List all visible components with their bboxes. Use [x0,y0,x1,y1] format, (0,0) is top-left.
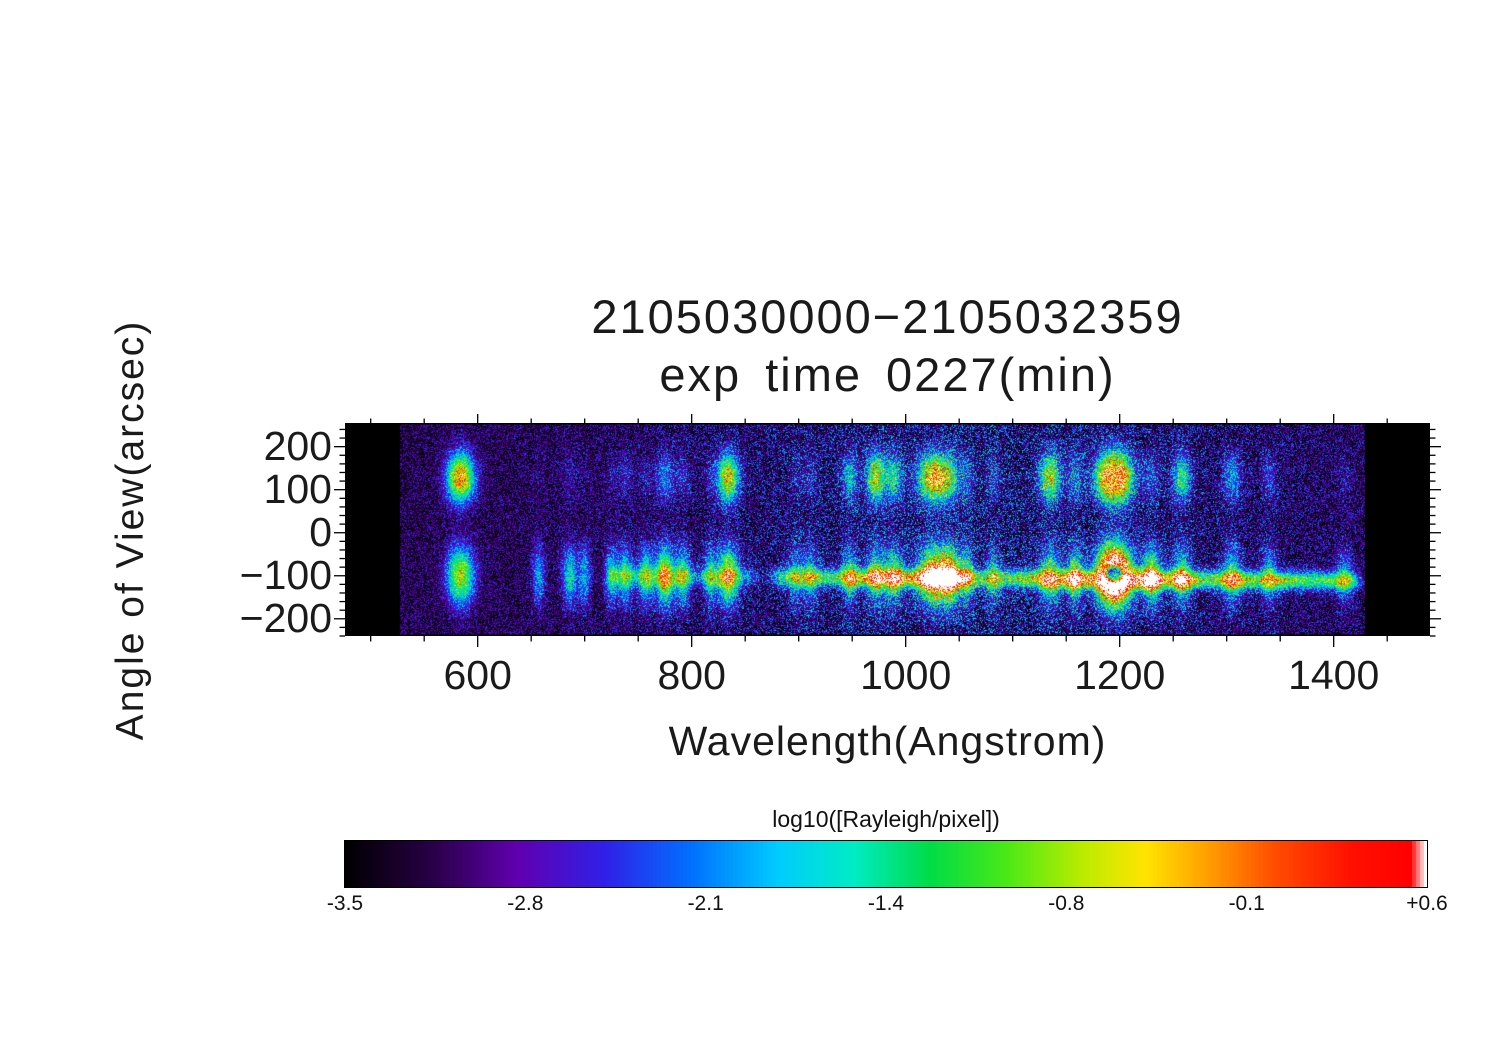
colorbar-frame [344,840,1428,888]
x-tick-label: 1200 [1074,652,1165,699]
airglow-spectrogram-page: 2105030000−2105032359 exp time 0227(min)… [0,0,1497,1058]
colorbar-tick-label: +0.6 [1406,892,1447,916]
x-axis-title: Wavelength(Angstrom) [345,718,1430,765]
y-tick-label: −200 [142,595,332,642]
colorbar-tick-label: -2.1 [688,892,724,916]
colorbar-tick-label: -3.5 [327,892,363,916]
colorbar-tick-label: -2.8 [507,892,543,916]
colorbar-canvas [345,841,1427,887]
x-tick-label: 800 [657,652,725,699]
y-axis-ticks [334,429,1441,636]
x-tick-label: 600 [443,652,511,699]
x-axis-ticks [371,414,1388,647]
colorbar-title: log10([Rayleigh/pixel]) [345,806,1427,833]
y-tick-label: 0 [142,509,332,556]
colorbar-tick-label: -1.4 [868,892,904,916]
y-tick-label: 100 [142,466,332,513]
axes-frame [345,423,1430,636]
plot-border [346,424,1430,636]
colorbar-tick-label: -0.8 [1048,892,1084,916]
x-tick-label: 1000 [860,652,951,699]
y-tick-label: −100 [142,552,332,599]
x-tick-label: 1400 [1288,652,1379,699]
colorbar-tick-label: -0.1 [1229,892,1265,916]
plot-subtitle: exp time 0227(min) [345,347,1430,402]
plot-title: 2105030000−2105032359 [345,289,1430,344]
y-tick-label: 200 [142,423,332,470]
